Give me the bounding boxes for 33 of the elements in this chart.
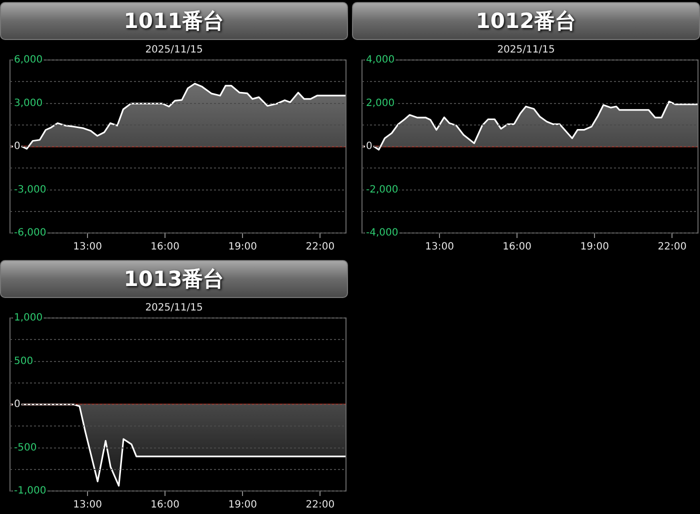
x-tick-label: 22:00 [658,242,687,253]
y-tick-label: -4,000 [366,228,398,239]
x-tick-label: 13:00 [73,500,102,511]
y-tick-label: -1,000 [14,486,46,497]
x-tick-label: 19:00 [228,500,258,511]
x-tick-label: 22:00 [306,242,335,253]
y-tick-label: 3,000 [14,98,43,109]
y-tick-label: -6,000 [14,228,46,239]
y-tick-label: -500 [14,442,37,454]
y-tick-label: 4,000 [366,54,395,66]
y-tick-label: -3,000 [14,184,46,196]
y-tick-label: -2,000 [366,184,398,196]
y-tick-label: 2,000 [366,98,395,109]
x-tick-label: 19:00 [580,242,610,253]
x-tick-label: 13:00 [73,242,102,253]
y-tick-label: 500 [14,356,34,367]
x-tick-label: 19:00 [228,242,258,253]
x-tick-label: 16:00 [502,242,532,253]
x-tick-label: 13:00 [425,242,454,253]
x-tick-label: 16:00 [150,500,180,511]
y-tick-label: 0 [14,399,20,410]
chart-title: 1011番台 [0,2,348,40]
chart-title: 1012番台 [352,2,700,40]
x-tick-label: 22:00 [306,500,335,511]
chart-subtitle: 2025/11/15 [497,44,555,56]
y-tick-label: 6,000 [14,54,43,66]
chart-subtitle: 2025/11/15 [145,44,203,56]
y-tick-label: 1,000 [14,312,43,324]
x-tick-label: 16:00 [150,242,180,253]
chart-subtitle: 2025/11/15 [145,302,203,314]
y-tick-label: 0 [366,141,372,152]
y-tick-label: 0 [14,141,20,152]
chart-title: 1013番台 [0,260,348,298]
